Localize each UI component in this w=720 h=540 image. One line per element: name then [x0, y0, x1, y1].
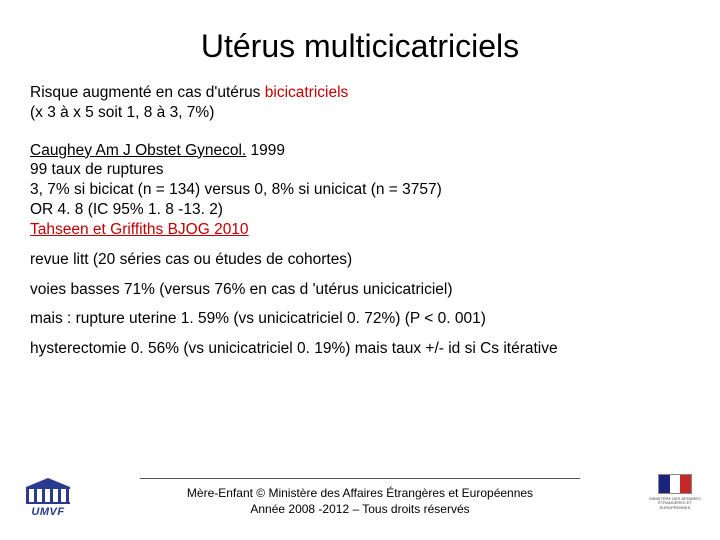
reference-2: Tahseen et Griffiths BJOG 2010: [30, 220, 692, 240]
ref1-year: 1999: [246, 142, 285, 159]
intro-line1: Risque augmenté en cas d'utérus bicicatr…: [30, 83, 692, 103]
para-3: mais : rupture uterine 1. 59% (vs unicic…: [30, 309, 692, 329]
logo-ministry: MINISTÈRE DES AFFAIRES ÉTRANGÈRES ET EUR…: [644, 474, 706, 534]
umvf-label: UMVF: [18, 506, 78, 518]
slide: Utérus multicicatriciels Risque augmenté…: [0, 0, 720, 540]
footer-divider: [140, 478, 580, 479]
reference-1: Caughey Am J Obstet Gynecol. 1999: [30, 141, 692, 161]
footer-line2: Année 2008 -2012 – Tous droits réservés: [250, 502, 469, 516]
ref1-line2: 3, 7% si bicicat (n = 134) versus 0, 8% …: [30, 180, 692, 200]
ref2-link: Tahseen et Griffiths BJOG 2010: [30, 221, 249, 238]
ref1-line1: 99 taux de ruptures: [30, 160, 692, 180]
intro-text: Risque augmenté en cas d'utérus: [30, 84, 265, 101]
ministry-label: MINISTÈRE DES AFFAIRES ÉTRANGÈRES ET EUR…: [644, 497, 706, 510]
spacer: [30, 133, 692, 141]
footer-line1: Mère-Enfant © Ministère des Affaires Étr…: [187, 486, 533, 500]
logo-umvf: UMVF: [18, 478, 78, 532]
para-1: revue litt (20 séries cas ou études de c…: [30, 250, 692, 270]
slide-title: Utérus multicicatriciels: [0, 0, 720, 83]
umvf-building-icon: [26, 478, 70, 504]
footer: Mère-Enfant © Ministère des Affaires Étr…: [0, 470, 720, 540]
intro-line2: (x 3 à x 5 soit 1, 8 à 3, 7%): [30, 103, 692, 123]
slide-content: Risque augmenté en cas d'utérus bicicatr…: [0, 83, 720, 359]
french-flag-icon: [658, 474, 692, 494]
para-4: hysterectomie 0. 56% (vs unicicatriciel …: [30, 339, 692, 359]
ref1-link: Caughey Am J Obstet Gynecol.: [30, 142, 246, 159]
ref1-line3: OR 4. 8 (IC 95% 1. 8 -13. 2): [30, 200, 692, 220]
intro-highlight: bicicatriciels: [265, 84, 349, 101]
para-2: voies basses 71% (versus 76% en cas d 'u…: [30, 280, 692, 300]
